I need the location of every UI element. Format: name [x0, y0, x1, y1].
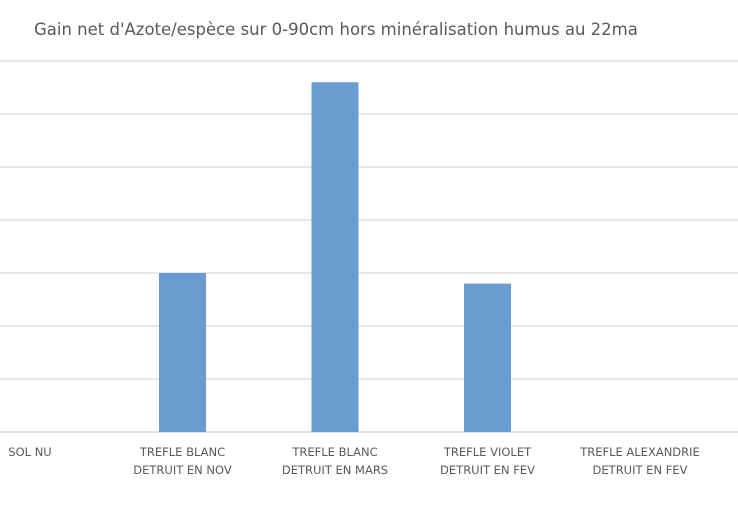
x-tick-label: SOL NU	[8, 445, 51, 459]
x-tick-label: DETRUIT EN MARS	[282, 463, 388, 477]
x-tick-label: DETRUIT EN NOV	[133, 463, 232, 477]
x-tick-label: DETRUIT EN FEV	[440, 463, 535, 477]
x-tick-label: DETRUIT EN FEV	[593, 463, 688, 477]
x-tick-label: TREFLE BLANC	[139, 445, 225, 459]
x-tick-label: TREFLE ALEXANDRIE	[579, 445, 700, 459]
bar	[311, 82, 359, 432]
chart-title: Gain net d'Azote/espèce sur 0-90cm hors …	[34, 20, 638, 39]
x-tick-label: TREFLE BLANC	[291, 445, 377, 459]
x-tick-label: TREFLE VIOLET	[443, 445, 532, 459]
bar	[464, 283, 511, 432]
bar	[159, 273, 206, 432]
